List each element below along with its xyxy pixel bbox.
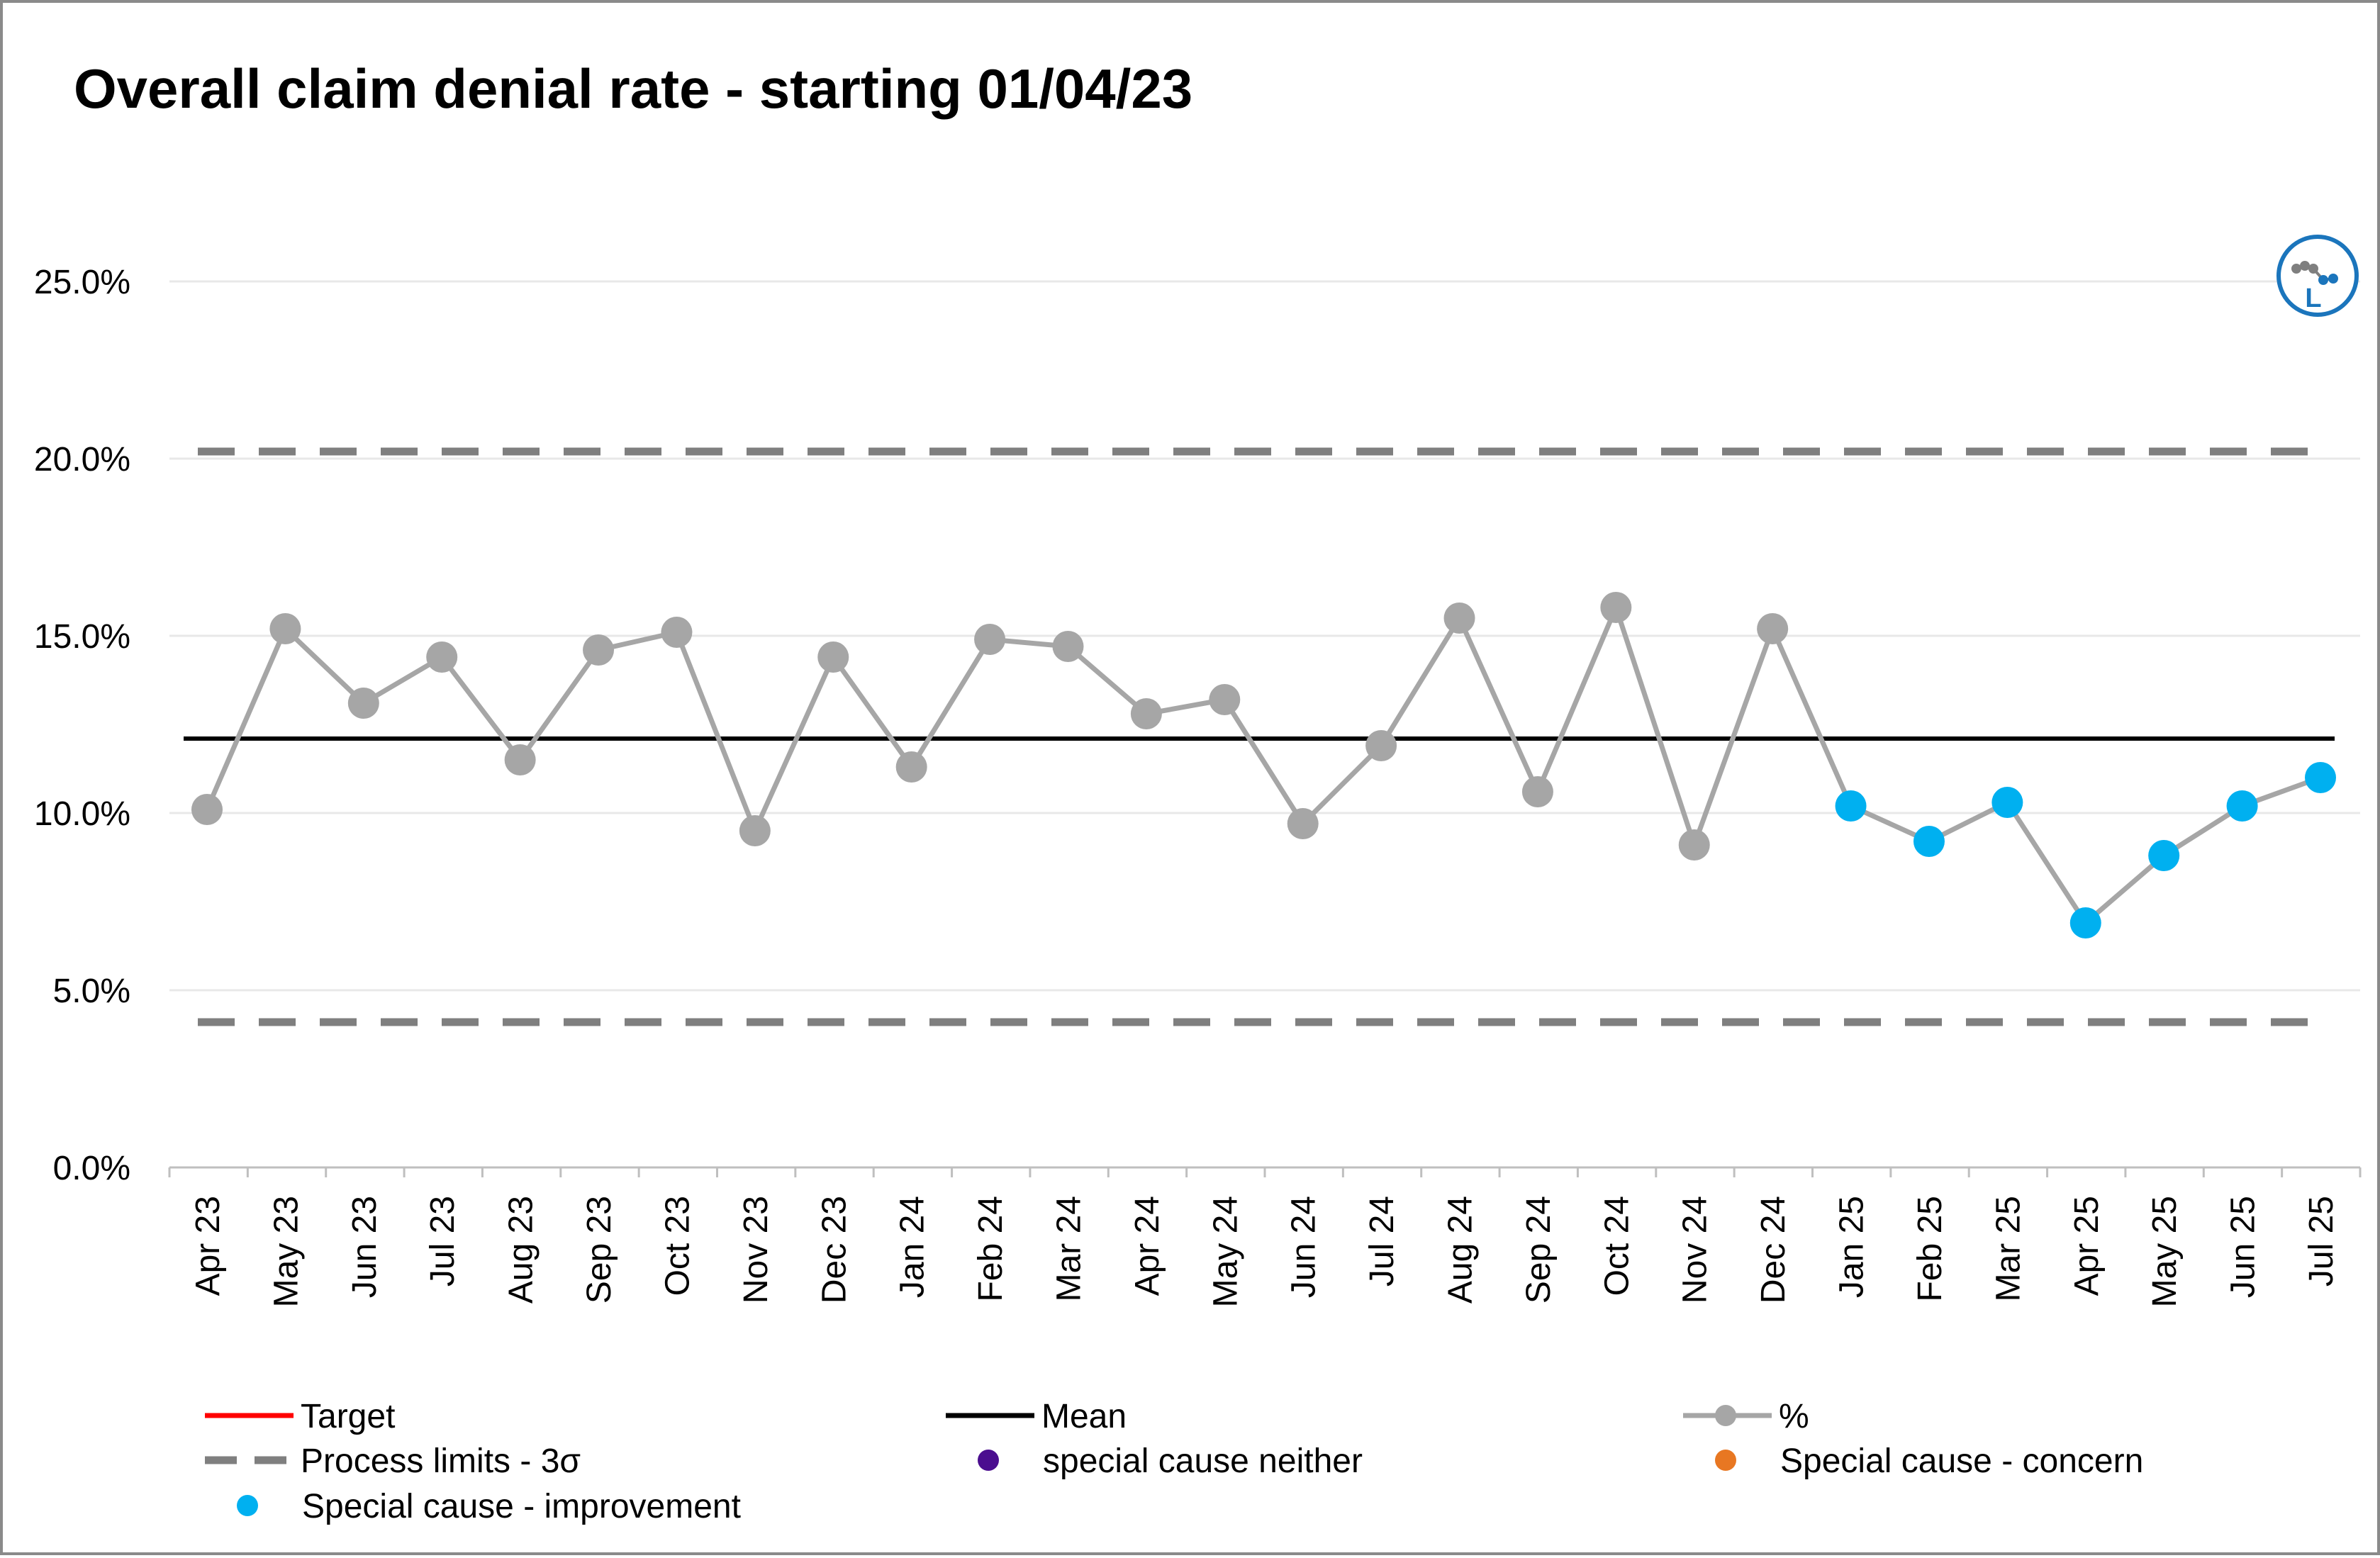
x-tick-label: Sep 23	[581, 1196, 618, 1304]
data-series	[184, 592, 2336, 938]
data-point	[1052, 631, 1084, 662]
data-point	[583, 634, 615, 666]
x-tick-label: Jun 23	[346, 1196, 384, 1298]
x-tick-label: May 23	[267, 1196, 305, 1307]
data-point	[1600, 592, 1632, 623]
gridlines	[169, 280, 2360, 992]
percent-series-line	[204, 605, 2322, 926]
data-point	[426, 641, 458, 673]
x-tick-label: Oct 24	[1598, 1196, 1636, 1296]
data-point-improvement	[1835, 790, 1867, 822]
data-point	[1443, 603, 1475, 634]
legend-marker	[1715, 1405, 1736, 1426]
x-tick-label: Nov 23	[737, 1196, 775, 1304]
x-tick-label: Sep 24	[1520, 1196, 1558, 1304]
y-tick-label: 20.0%	[34, 441, 130, 478]
spc-chart: 0.0% 5.0% 10.0% 15.0% 20.0% 25.0% Apr 23 May 2…	[34, 235, 2362, 1525]
data-point-improvement	[2305, 762, 2336, 793]
data-point-improvement	[1913, 826, 1945, 857]
x-tick-label: Apr 23	[189, 1196, 227, 1296]
x-tick-label: Nov 24	[1677, 1196, 1714, 1304]
legend-label: Mean	[1041, 1398, 1127, 1435]
x-tick-label: May 25	[2146, 1196, 2184, 1307]
badge-dot	[2291, 264, 2301, 274]
legend-label: special cause neither	[1043, 1442, 1363, 1480]
badge-circle	[2276, 235, 2359, 317]
data-point	[1209, 684, 1241, 715]
data-point	[895, 751, 927, 783]
x-tick-label: Feb 25	[1911, 1196, 1949, 1301]
data-point	[1521, 776, 1553, 807]
data-point	[739, 815, 771, 846]
legend-item: Mean	[946, 1398, 1127, 1435]
x-tick-label: Dec 23	[815, 1196, 853, 1304]
x-tick-label: Jun 24	[1285, 1196, 1323, 1298]
legend-item: special cause neither	[978, 1442, 1363, 1480]
data-point	[661, 617, 693, 648]
y-tick-label: 15.0%	[34, 618, 130, 656]
data-point-improvement	[2226, 790, 2258, 822]
legend-label: Target	[301, 1398, 395, 1435]
x-tick-label: Apr 24	[1129, 1196, 1166, 1296]
x-tick-label: Mar 24	[1050, 1196, 1088, 1301]
legend-label: Special cause - improvement	[302, 1488, 741, 1525]
legend-marker	[237, 1495, 258, 1516]
x-tick-label: Dec 24	[1755, 1196, 1792, 1304]
y-tick-label: 0.0%	[53, 1150, 130, 1187]
x-tick-labels: Apr 23 May 23 Jun 23 Jul 23 Aug 23 Sep 23 Oct …	[189, 1196, 2340, 1307]
legend: Target Mean % Process limits - 3σ special ca…	[205, 1398, 2143, 1525]
x-tick-label: Oct 23	[659, 1196, 696, 1296]
x-tick-label: Mar 25	[1989, 1196, 2027, 1301]
badge-dot	[2318, 275, 2328, 285]
x-tick-label: Aug 24	[1442, 1196, 1480, 1304]
data-point	[1365, 730, 1397, 761]
x-tick-label: Apr 25	[2068, 1196, 2106, 1296]
data-point	[347, 688, 379, 719]
data-point	[817, 641, 849, 673]
y-tick-label: 5.0%	[53, 973, 130, 1010]
legend-item: %	[1683, 1398, 1809, 1435]
legend-item: Special cause - improvement	[237, 1488, 741, 1525]
x-tick-label: Jun 25	[2225, 1196, 2262, 1298]
data-point-improvement	[1991, 787, 2023, 818]
data-point-improvement	[2148, 840, 2180, 871]
y-tick-label: 10.0%	[34, 795, 130, 833]
x-tick-label: Jul 25	[2303, 1196, 2340, 1287]
legend-label: Process limits - 3σ	[301, 1442, 581, 1480]
legend-marker	[1715, 1450, 1736, 1471]
data-point	[1678, 829, 1710, 861]
process-limits	[198, 447, 2328, 1026]
data-point	[1287, 808, 1319, 839]
data-point	[1130, 698, 1162, 729]
x-tick-label: Feb 24	[972, 1196, 1010, 1301]
x-tick-label: Jan 24	[894, 1196, 932, 1298]
axes: 0.0% 5.0% 10.0% 15.0% 20.0% 25.0%	[34, 264, 2362, 1187]
badge-dot	[2308, 264, 2318, 274]
data-point	[974, 624, 1006, 655]
data-point-improvement	[2069, 907, 2101, 938]
x-tick-label: Jul 23	[424, 1196, 462, 1287]
chart-title: Overall claim denial rate - starting 01/…	[74, 57, 1193, 120]
badge-dot	[2300, 261, 2310, 271]
badge-dot	[2328, 274, 2338, 284]
x-tick-label: Jul 24	[1363, 1196, 1401, 1287]
legend-item: Target	[205, 1398, 395, 1435]
spc-variation-icon: L	[2276, 235, 2359, 317]
data-point	[1757, 613, 1789, 644]
data-point	[269, 613, 301, 644]
badge-letter: L	[2305, 284, 2321, 313]
legend-item: Process limits - 3σ	[205, 1442, 581, 1480]
data-point	[191, 794, 223, 825]
legend-label: %	[1779, 1398, 1809, 1435]
legend-item: Special cause - concern	[1715, 1442, 2143, 1480]
legend-label: Special cause - concern	[1780, 1442, 2143, 1480]
y-tick-label: 25.0%	[34, 264, 130, 301]
legend-marker	[978, 1450, 999, 1471]
x-tick-label: Jan 25	[1833, 1196, 1871, 1298]
data-point	[504, 744, 536, 775]
x-tick-label: May 24	[1207, 1196, 1244, 1307]
x-tick-label: Aug 23	[503, 1196, 540, 1304]
